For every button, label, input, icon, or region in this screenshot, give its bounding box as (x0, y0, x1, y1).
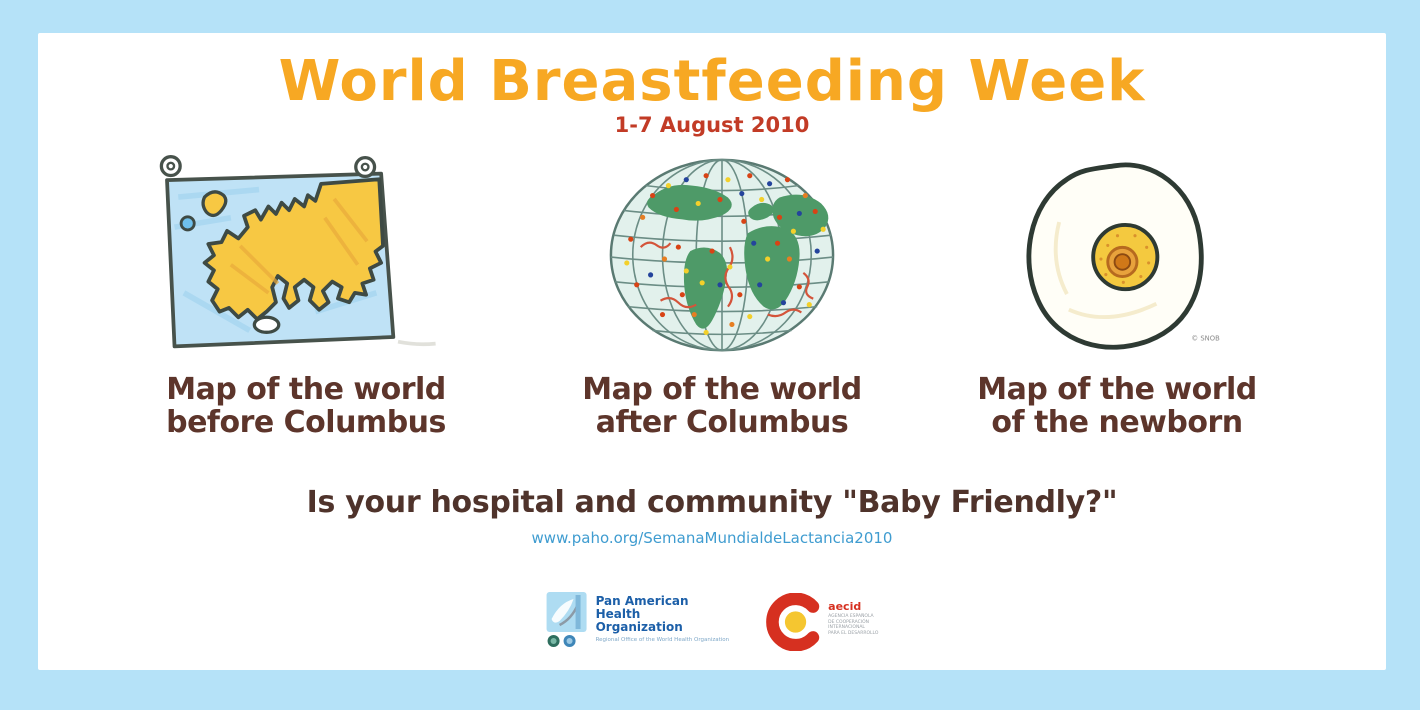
artist-signature: © SNOB (1191, 335, 1220, 343)
paho-logo-text: Pan American Health Organization Regiona… (595, 591, 730, 644)
poster-title: World Breastfeeding Week (278, 49, 1146, 114)
aecid-name: aecid (828, 600, 862, 613)
caption-before-columbus: Map of the world before Columbus (126, 373, 486, 439)
sponsor-logos: Pan American Health Organization Regiona… (546, 591, 878, 651)
campaign-url-link[interactable]: www.paho.org/SemanaMundialdeLactancia201… (531, 529, 893, 547)
caption-line: before Columbus (166, 405, 446, 440)
caption-line: Map of the world (977, 372, 1257, 407)
aecid-tagline: AGENCIA ESPAÑOLA DE COOPERACIÓN INTERNAC… (828, 614, 879, 636)
panel-after-columbus: Map of the world after Columbus (542, 151, 902, 439)
aecid-emblem-icon (765, 593, 819, 651)
paho-emblem-icon (546, 592, 587, 647)
aecid-logo: aecid AGENCIA ESPAÑOLA DE COOPERACIÓN IN… (765, 591, 878, 651)
paho-name-line: Pan American (595, 594, 689, 608)
caption-after-columbus: Map of the world after Columbus (542, 373, 902, 439)
aecid-logo-text: aecid AGENCIA ESPAÑOLA DE COOPERACIÓN IN… (828, 593, 878, 636)
poster-subtitle: 1-7 August 2010 (614, 113, 810, 137)
paho-name-line: Health (595, 607, 641, 621)
hand-drawn-map-icon (126, 151, 486, 369)
poster-card: World Breastfeeding Week 1-7 August 2010 (38, 33, 1386, 670)
caption-line: of the newborn (991, 405, 1243, 440)
caption-line: after Columbus (595, 405, 849, 440)
panel-newborn: © SNOB Map of the world of the newborn (937, 151, 1297, 439)
paho-name-line: Organization (595, 620, 683, 634)
caption-newborn: Map of the world of the newborn (937, 373, 1297, 439)
paho-tagline: Regional Office of the World Health Orga… (595, 637, 730, 643)
panel-before-columbus: Map of the world before Columbus (126, 151, 486, 439)
paho-logo: Pan American Health Organization Regiona… (546, 591, 730, 649)
globe-icon (542, 151, 902, 369)
baby-friendly-question: Is your hospital and community "Baby Fri… (306, 485, 1118, 520)
caption-line: Map of the world (166, 372, 446, 407)
breast-icon: © SNOB (937, 151, 1297, 369)
caption-line: Map of the world (582, 372, 862, 407)
